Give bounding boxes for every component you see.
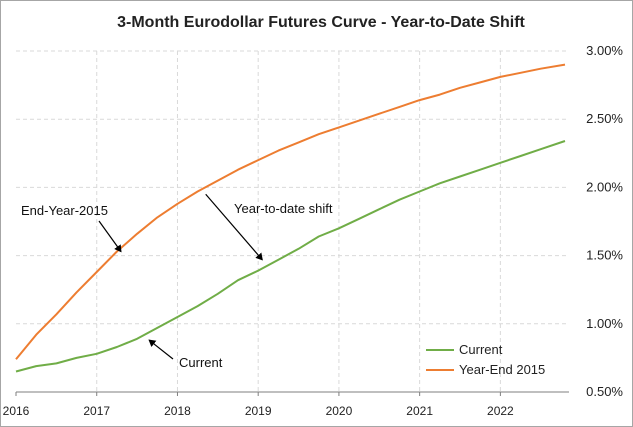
annotation-year-to-date-shift: Year-to-date shift — [205, 193, 333, 261]
x-tick-label: 2019 — [245, 404, 272, 418]
x-tick-label: 2016 — [3, 404, 30, 418]
y-tick-label: 2.00% — [586, 179, 623, 194]
y-tick-label: 1.50% — [586, 248, 623, 263]
series-line-current — [15, 140, 566, 373]
annotation-ytd-shift-text: Year-to-date shift — [234, 201, 333, 216]
annotation-current-text: Current — [179, 355, 223, 370]
legend-label-year-end-2015: Year-End 2015 — [459, 362, 545, 377]
annotation-ytd-shift-arrow — [205, 193, 263, 261]
y-tick-label: 2.50% — [586, 111, 623, 126]
annotation-end-year-2015: End-Year-2015 — [21, 203, 122, 253]
x-tick-label: 2021 — [406, 404, 433, 418]
x-tick-label: 2017 — [83, 404, 110, 418]
x-tick-label: 2018 — [164, 404, 191, 418]
annotation-current: Current — [148, 339, 223, 370]
legend-label-current: Current — [459, 342, 503, 357]
axes: 0.50% 1.00% 1.50% 2.00% 2.50% 3.00% 2016 2017 20… — [3, 43, 624, 418]
annotation-end-year-2015-text: End-Year-2015 — [21, 203, 108, 218]
y-tick-label: 0.50% — [586, 384, 623, 399]
x-tick-label: 2020 — [326, 404, 353, 418]
legend: Current Year-End 2015 — [426, 342, 545, 377]
annotation-end-year-2015-arrow — [98, 220, 122, 253]
x-tick-label: 2022 — [487, 404, 514, 418]
annotation-current-arrow — [148, 339, 174, 360]
series-line-year-end-2015 — [15, 63, 566, 360]
y-tick-label: 3.00% — [586, 43, 623, 58]
y-tick-label: 1.00% — [586, 316, 623, 331]
grid — [16, 50, 569, 392]
chart-title: 3-Month Eurodollar Futures Curve - Year-… — [117, 14, 525, 31]
series-lines — [15, 63, 566, 373]
